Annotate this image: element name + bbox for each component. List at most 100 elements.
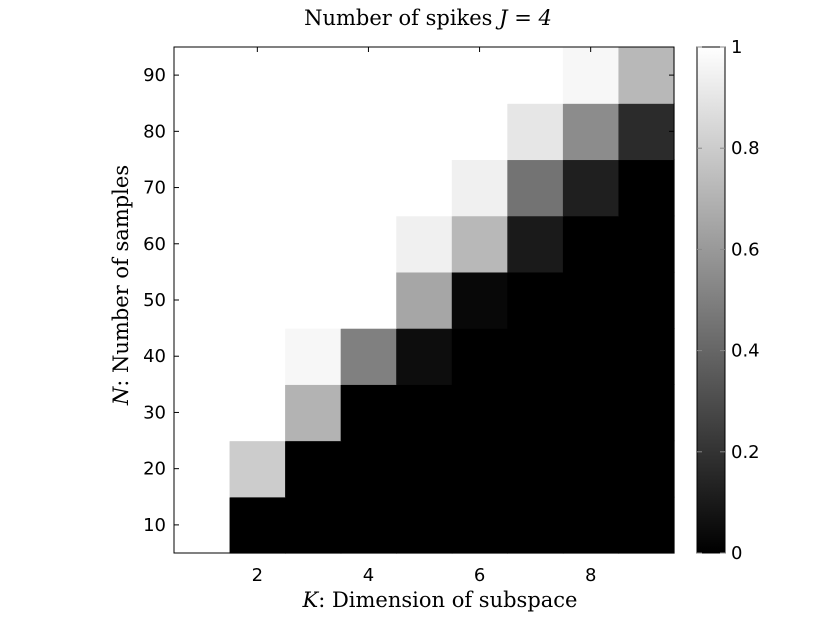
heatmap-cell [618,440,675,498]
heatmap-cell [229,215,286,273]
heatmap-cell [229,328,286,385]
colorbar-ticks: 0 0.2 0.4 0.6 0.8 1 [697,37,760,564]
y-tick-label: 90 [143,65,166,86]
heatmap-cell [451,103,508,161]
heatmap-cell [285,47,342,104]
colorbar-tick-label: 0.6 [731,239,760,260]
heatmap-cell [396,271,453,329]
heatmap-cell [174,159,231,217]
heatmap-cell [562,496,620,554]
heatmap-cell [229,496,286,554]
heatmap-cell [340,159,397,217]
heatmap-cell [618,384,675,442]
colorbar-tick-label: 0 [731,543,742,564]
heatmap-cell [174,271,231,329]
y-tick-label: 40 [143,346,166,367]
heatmap-cell [562,103,620,161]
heatmap-cell [340,440,397,498]
colorbar-tick-label: 0.4 [731,341,760,362]
heatmap-cell [340,47,397,104]
heatmap-cell [562,384,620,442]
colorbar-tick-label: 1 [731,37,742,58]
heatmap-cell [396,328,453,385]
heatmap-cell [451,271,508,329]
heatmap-cell [174,496,231,554]
x-tick-label: 2 [252,565,263,586]
heatmap-cell [507,496,564,554]
heatmap-cell [562,328,620,385]
heatmap-cell [340,384,397,442]
heatmap-cell [340,271,397,329]
heatmap-cell [507,215,564,273]
heatmap-cell [562,271,620,329]
heatmap-cell [451,496,508,554]
heatmap-cell [396,440,453,498]
heatmap-cell [340,328,397,385]
colorbar [696,46,726,554]
colorbar-tick-label: 0.8 [731,138,760,159]
heatmap-cell [340,496,397,554]
heatmap-cell [396,47,453,104]
heatmap-cell [451,159,508,217]
heatmap-cell [507,384,564,442]
heatmap-cell [174,215,231,273]
heatmap-cell [396,384,453,442]
heatmap-cell [507,47,564,104]
heatmap-cell [174,47,231,104]
heatmap-cell [562,47,620,104]
heatmap-cell [507,103,564,161]
heatmap-cell [451,440,508,498]
heatmap-cell [451,328,508,385]
heatmap-cell [618,47,675,104]
y-tick-label: 10 [143,515,166,536]
heatmap-cell [396,496,453,554]
y-tick-label: 20 [143,459,166,480]
heatmap-cell [396,215,453,273]
heatmap-cell [285,384,342,442]
heatmap-cell [507,271,564,329]
x-tick-label: 6 [474,565,485,586]
heatmap-cell [229,384,286,442]
x-tick-label: 8 [585,565,596,586]
heatmap-cell [618,271,675,329]
heatmap-cell [174,440,231,498]
heatmap-cell [507,159,564,217]
heatmap-cell [174,328,231,385]
heatmap-cell [618,215,675,273]
heatmap-cell [618,328,675,385]
heatmap-cell [174,103,231,161]
heatmap-cell [285,215,342,273]
heatmap-cell [340,103,397,161]
heatmap-cell [618,496,675,554]
y-tick-label: 70 [143,178,166,199]
colorbar-tick-label: 0.2 [731,442,760,463]
x-tick-label: 4 [363,565,374,586]
heatmap-cell [396,103,453,161]
heatmap-cell [229,103,286,161]
y-tick-label: 50 [143,290,166,311]
y-tick-label: 60 [143,234,166,255]
heatmap-cell [507,328,564,385]
heatmap-cell [229,271,286,329]
chart-title: Number of spikes J = 4 [304,6,552,30]
y-axis-label: N: Number of samples [109,165,133,406]
heatmap-cell [229,159,286,217]
heatmap-cell [451,384,508,442]
heatmap-cell [340,215,397,273]
heatmap-cell [285,328,342,385]
heatmap-cell [451,215,508,273]
heatmap-cell [562,215,620,273]
x-axis-label: K: Dimension of subspace [302,588,578,612]
y-tick-label: 30 [143,402,166,423]
heatmap-cell [229,440,286,498]
heatmap-cell [396,159,453,217]
y-tick-label: 80 [143,121,166,142]
heatmap-cell [285,103,342,161]
heatmap-cell [451,47,508,104]
heatmap-cell [618,103,675,161]
x-axis: 2 4 6 8 [252,47,596,586]
heatmap-cell [174,384,231,442]
heatmap-cell [285,271,342,329]
heatmap-cell [562,440,620,498]
